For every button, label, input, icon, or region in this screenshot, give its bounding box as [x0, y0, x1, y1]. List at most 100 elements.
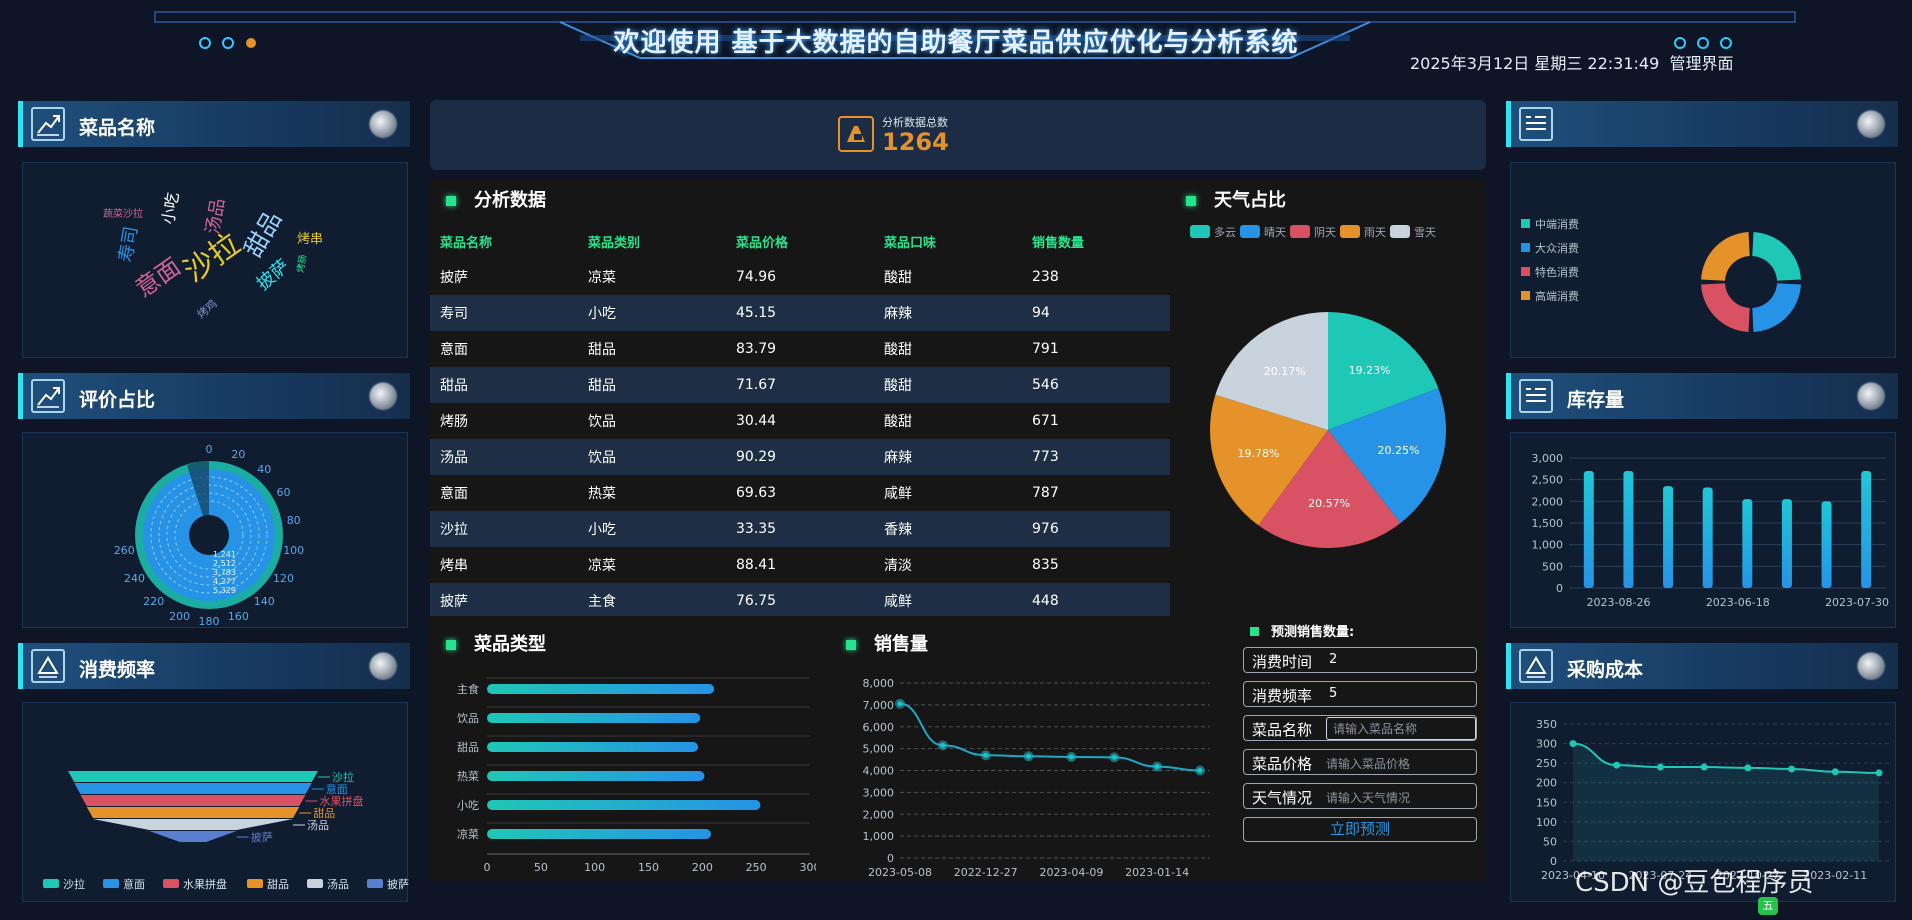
angle-tick-label: 100 [283, 544, 304, 557]
word-7: 烤串 [297, 232, 323, 247]
angle-tick-label: 120 [273, 572, 294, 585]
field-input[interactable]: 2 [1329, 652, 1338, 667]
word-10: 烤鸡 [194, 296, 220, 321]
angle-tick-label: 40 [257, 463, 271, 476]
angle-tick-label: 260 [114, 544, 135, 557]
table-cell: 71.67 [726, 367, 874, 403]
table-cell: 76.75 [726, 583, 874, 619]
y-tick-label: 250 [1536, 757, 1557, 770]
table-cell: 74.96 [736, 269, 777, 285]
settings-knob-icon[interactable] [1858, 111, 1884, 137]
table-cell: 33.35 [726, 511, 874, 547]
legend-label: 多云 [1214, 225, 1236, 239]
table-row: 意面 热菜 69.63 咸鲜 787 [430, 475, 1170, 511]
x-tick-label: 2023-08-26 [1587, 596, 1651, 609]
angle-tick-label: 80 [287, 514, 301, 527]
legend-swatch [1240, 225, 1260, 238]
legend-label: 晴天 [1264, 226, 1286, 239]
polar-value-label: 4,277 [213, 577, 236, 586]
field-input[interactable]: 5 [1329, 686, 1338, 701]
field-input[interactable]: 请输入菜品价格 [1326, 757, 1411, 771]
sales-point-core [1197, 768, 1203, 773]
funnel-label: 意面 [326, 782, 348, 796]
rating-panel: 0 20 40 60 80 100 120 140 160 180 200 220 240 260 1,24… [22, 432, 408, 628]
table-cell: 饮品 [588, 414, 616, 430]
datetime: 2025年3月12日 星期三 22:31:49 [1410, 54, 1660, 73]
legend-label: 高端消费 [1535, 289, 1579, 303]
category-label: 热菜 [457, 770, 479, 783]
settings-knob-icon[interactable] [1858, 383, 1884, 409]
stock-bar [1781, 499, 1792, 588]
y-tick-label: 2,500 [1532, 474, 1564, 487]
polar-value-label: 3,783 [213, 568, 236, 577]
table-cell: 976 [1022, 511, 1170, 547]
angle-tick-label: 200 [169, 610, 190, 623]
settings-knob-icon[interactable] [370, 383, 396, 409]
funnel-label: 水果拼盘 [320, 794, 364, 808]
settings-knob-icon[interactable] [370, 111, 396, 137]
table-cell: 448 [1022, 583, 1170, 619]
settings-knob-icon[interactable] [1858, 653, 1884, 679]
angle-tick-label: 20 [231, 448, 245, 461]
polar-grid-ring [166, 492, 252, 578]
legend-swatch [1521, 267, 1530, 276]
purchase-point [1613, 761, 1621, 769]
angle-tick-label: 180 [199, 615, 220, 628]
y-tick-label: 6,000 [863, 721, 895, 734]
consumption-panel: 中端消费 大众消费 特色消费 高端消费 [1510, 162, 1896, 358]
field-input[interactable]: 请输入天气情况 [1326, 791, 1411, 805]
purchase-point [1875, 769, 1883, 777]
table-row: 寿司 小吃 45.15 麻辣 94 [430, 295, 1170, 331]
table-header-row: 菜品名称 菜品类别 菜品价格 菜品口味 销售数量 [430, 223, 1170, 259]
settings-knob-icon[interactable] [370, 653, 396, 679]
col-header: 菜品类别 [588, 235, 641, 251]
legend-label: 阴天 [1314, 226, 1336, 239]
legend-label: 雪天 [1414, 226, 1436, 239]
y-tick-label: 100 [1536, 816, 1557, 829]
predict-field: 消费时间 2 [1243, 647, 1477, 673]
sales-line-chart: 0 1,000 2,000 3,000 4,000 5,000 6,000 7,000 8,00… [863, 677, 1210, 879]
kpi-value: 1264 [882, 128, 949, 156]
category-label: 主食 [457, 682, 479, 696]
polar-value-label: 1,241 [213, 550, 236, 559]
y-tick-label: 300 [1536, 738, 1557, 751]
table-row: 甜品 甜品 71.67 酸甜 546 [430, 367, 1170, 403]
funnel-segment [68, 771, 318, 782]
funnel-segment [74, 783, 312, 794]
table-cell: 汤品 [430, 439, 578, 475]
pie-label: 20.17% [1264, 365, 1306, 378]
kpi-icon [838, 116, 874, 152]
funnel-label: 披萨 [251, 830, 273, 844]
legend-swatch [1521, 219, 1530, 228]
ime-indicator[interactable]: 五 [1758, 897, 1778, 915]
predict-button[interactable]: 立即预测 [1243, 817, 1477, 842]
panel-header-stock: 库存量 [1506, 373, 1898, 419]
angle-tick-label: 60 [276, 486, 290, 499]
legend-swatch [367, 879, 383, 888]
y-tick-label: 4,000 [863, 765, 895, 778]
y-tick-label: 500 [1542, 560, 1563, 573]
mode-label: 管理界面 [1669, 54, 1734, 73]
section-title-weather: 天气占比 [1186, 186, 1286, 212]
sales-point-core [897, 701, 903, 707]
col-header: 销售数量 [1032, 235, 1085, 251]
polar-value-label: 5,329 [213, 586, 236, 595]
field-input[interactable]: 请输入菜品名称 [1326, 717, 1476, 740]
y-tick-label: 200 [1536, 777, 1557, 790]
x-tick-label: 2023-06-18 [1706, 596, 1770, 609]
funnel-segment [149, 831, 237, 842]
table-cell: 披萨 [430, 583, 578, 619]
table-cell: 意面 [440, 486, 468, 502]
pie-label: 20.25% [1377, 444, 1419, 457]
category-bar [487, 742, 699, 752]
table-cell: 热菜 [588, 486, 616, 502]
table-cell: 甜品 [430, 367, 578, 403]
table-cell: 烤串 [440, 558, 468, 574]
field-label: 天气情况 [1252, 789, 1313, 807]
panel-header-purchase: 采购成本 [1506, 643, 1898, 689]
predict-field: 天气情况 请输入天气情况 [1243, 783, 1477, 809]
category-label: 小吃 [457, 799, 479, 812]
funnel-segment [80, 795, 306, 806]
col-header: 菜品价格 [736, 235, 789, 251]
table-cell: 主食 [578, 583, 726, 619]
